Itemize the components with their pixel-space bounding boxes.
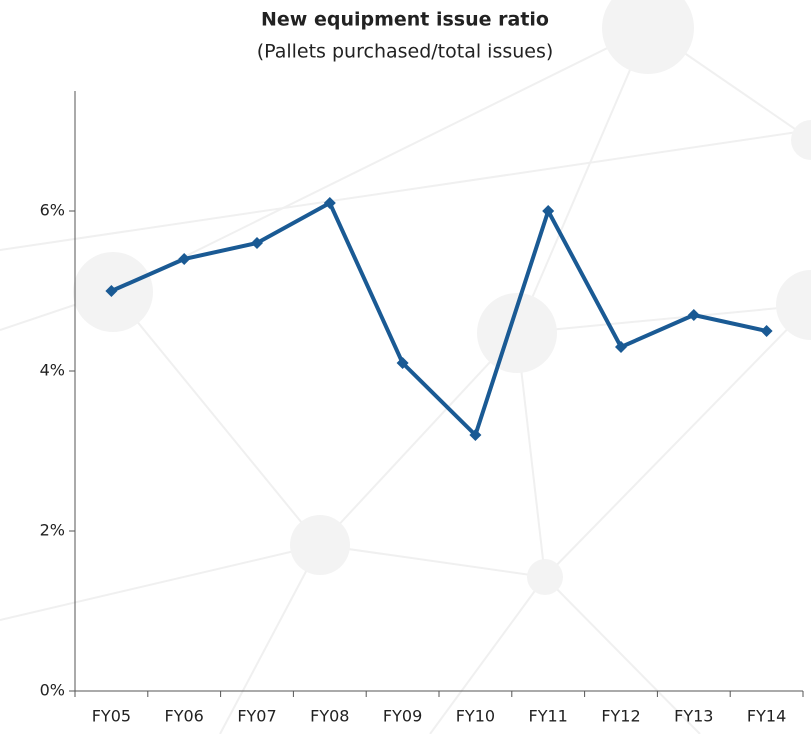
x-tick-label: FY13 — [674, 707, 713, 726]
marker — [178, 253, 191, 265]
x-tick-label: FY05 — [92, 707, 131, 726]
y-tick-label: 6% — [40, 201, 65, 220]
chart-subtitle: (Pallets purchased/total issues) — [257, 41, 554, 63]
marker — [542, 205, 555, 217]
x-tick-label: FY10 — [456, 707, 495, 726]
x-tick-label: FY06 — [165, 707, 204, 726]
chart-title: New equipment issue ratio — [261, 9, 549, 31]
marker — [251, 237, 263, 249]
marker — [687, 309, 700, 321]
x-tick-label: FY12 — [601, 707, 640, 726]
x-tick-label: FY07 — [237, 707, 276, 726]
marker — [469, 429, 482, 441]
marker — [396, 357, 409, 369]
x-tick-label: FY14 — [747, 707, 786, 726]
marker — [760, 325, 773, 337]
x-tick-label: FY09 — [383, 707, 422, 726]
marker — [615, 341, 627, 353]
y-tick-label: 2% — [40, 521, 65, 540]
x-tick-label: FY08 — [310, 707, 349, 726]
marker — [323, 197, 336, 209]
y-tick-label: 0% — [40, 681, 65, 700]
x-tick-label: FY11 — [529, 707, 568, 726]
line — [110, 201, 768, 437]
marker — [105, 285, 118, 297]
y-tick-label: 4% — [40, 361, 65, 380]
